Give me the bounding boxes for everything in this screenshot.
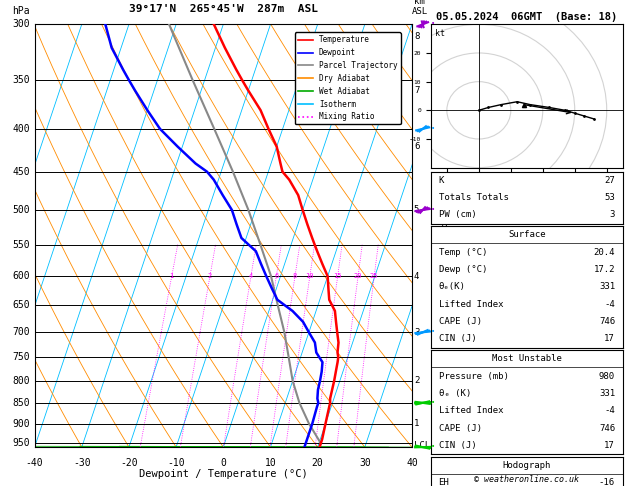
Text: km
ASL: km ASL [411, 0, 428, 16]
Text: 3: 3 [414, 328, 420, 337]
Text: 20: 20 [353, 273, 362, 279]
Text: 450: 450 [13, 167, 30, 177]
Text: -40: -40 [26, 458, 43, 468]
Text: 850: 850 [13, 398, 30, 408]
Text: 980: 980 [599, 372, 615, 381]
Text: 800: 800 [13, 376, 30, 386]
Text: •: • [431, 207, 435, 213]
Text: CIN (J): CIN (J) [438, 441, 476, 450]
Text: 10: 10 [306, 273, 314, 279]
Text: 7: 7 [414, 86, 420, 95]
Text: 650: 650 [13, 300, 30, 311]
Text: 331: 331 [599, 282, 615, 291]
Text: 30: 30 [359, 458, 370, 468]
Text: Hodograph: Hodograph [503, 461, 551, 470]
Text: θₑ(K): θₑ(K) [438, 282, 465, 291]
Text: 5: 5 [414, 206, 420, 214]
Text: 10: 10 [265, 458, 276, 468]
Text: 6: 6 [274, 273, 279, 279]
Text: 0: 0 [220, 458, 226, 468]
Text: 2: 2 [208, 273, 212, 279]
Text: -4: -4 [604, 406, 615, 416]
Text: 4: 4 [249, 273, 253, 279]
Text: 500: 500 [13, 205, 30, 215]
Text: 550: 550 [13, 240, 30, 250]
Text: 25: 25 [370, 273, 379, 279]
Text: CAPE (J): CAPE (J) [438, 317, 482, 326]
Text: 8: 8 [293, 273, 297, 279]
Text: 2: 2 [414, 376, 420, 385]
Text: -10: -10 [167, 458, 185, 468]
Text: 8: 8 [414, 32, 420, 41]
Text: 6: 6 [414, 142, 420, 151]
Text: 20.4: 20.4 [594, 247, 615, 257]
Text: 3: 3 [610, 210, 615, 220]
Text: 700: 700 [13, 327, 30, 337]
Text: Dewpoint / Temperature (°C): Dewpoint / Temperature (°C) [139, 469, 308, 479]
Text: 600: 600 [13, 271, 30, 281]
Text: Lifted Index: Lifted Index [438, 300, 503, 309]
Text: 53: 53 [604, 193, 615, 202]
Text: 39°17'N  265°45'W  287m  ASL: 39°17'N 265°45'W 287m ASL [129, 4, 318, 14]
Text: 1: 1 [414, 419, 420, 428]
Text: 746: 746 [599, 317, 615, 326]
Text: Totals Totals: Totals Totals [438, 193, 508, 202]
Text: -30: -30 [73, 458, 91, 468]
Text: 17: 17 [604, 441, 615, 450]
Text: PW (cm): PW (cm) [438, 210, 476, 220]
Text: -4: -4 [604, 300, 615, 309]
Text: CIN (J): CIN (J) [438, 334, 476, 344]
Text: LCL: LCL [414, 441, 430, 450]
Text: 4: 4 [414, 272, 420, 281]
Text: Mixing Ratio (g/kg): Mixing Ratio (g/kg) [442, 185, 450, 287]
Text: 750: 750 [13, 352, 30, 363]
Text: Temp (°C): Temp (°C) [438, 247, 487, 257]
Text: 400: 400 [13, 124, 30, 134]
Text: kt: kt [435, 29, 445, 37]
Text: 331: 331 [599, 389, 615, 398]
Text: Pressure (mb): Pressure (mb) [438, 372, 508, 381]
Text: 300: 300 [13, 19, 30, 29]
Text: 17.2: 17.2 [594, 265, 615, 274]
Text: © weatheronline.co.uk: © weatheronline.co.uk [474, 474, 579, 484]
Text: 05.05.2024  06GMT  (Base: 18): 05.05.2024 06GMT (Base: 18) [436, 12, 618, 22]
Text: CAPE (J): CAPE (J) [438, 424, 482, 433]
Text: EH: EH [438, 478, 449, 486]
Text: 27: 27 [604, 176, 615, 185]
Text: 17: 17 [604, 334, 615, 344]
Text: 900: 900 [13, 418, 30, 429]
Text: K: K [438, 176, 444, 185]
Text: hPa: hPa [13, 6, 30, 16]
Text: 350: 350 [13, 75, 30, 86]
Legend: Temperature, Dewpoint, Parcel Trajectory, Dry Adiabat, Wet Adiabat, Isotherm, Mi: Temperature, Dewpoint, Parcel Trajectory… [294, 33, 401, 124]
Text: 20: 20 [312, 458, 323, 468]
Text: -16: -16 [599, 478, 615, 486]
Text: 15: 15 [333, 273, 342, 279]
Text: •: • [431, 400, 435, 406]
Text: •: • [431, 444, 435, 450]
Text: 950: 950 [13, 438, 30, 448]
Text: -20: -20 [120, 458, 138, 468]
Text: Surface: Surface [508, 230, 545, 239]
Text: •: • [431, 330, 435, 335]
Text: •: • [431, 21, 435, 27]
Text: Dewp (°C): Dewp (°C) [438, 265, 487, 274]
Text: Lifted Index: Lifted Index [438, 406, 503, 416]
Text: •: • [431, 126, 435, 132]
Text: Most Unstable: Most Unstable [492, 354, 562, 363]
Text: θₑ (K): θₑ (K) [438, 389, 470, 398]
Text: 40: 40 [406, 458, 418, 468]
Text: 1: 1 [170, 273, 174, 279]
Text: 746: 746 [599, 424, 615, 433]
